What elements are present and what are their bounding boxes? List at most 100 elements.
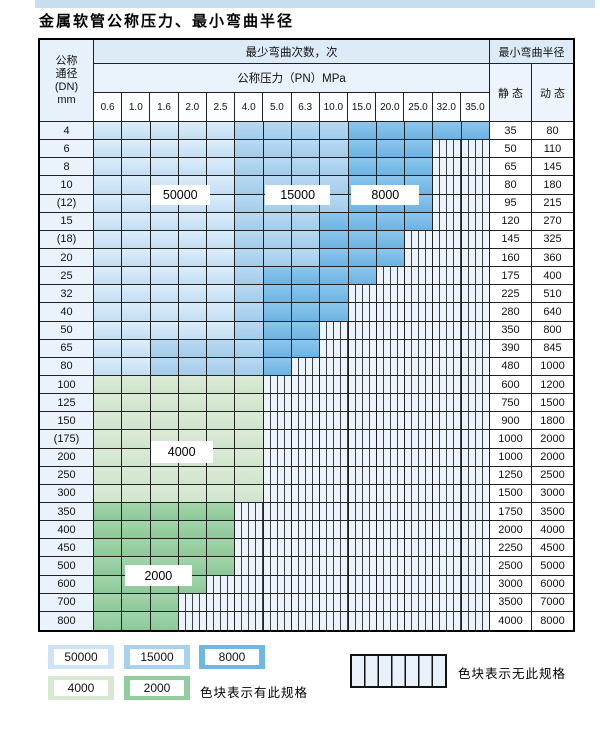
spec-cell bbox=[292, 248, 321, 268]
no-spec-cell bbox=[433, 557, 462, 576]
spec-cell bbox=[178, 339, 208, 358]
no-spec-cell bbox=[461, 375, 490, 395]
spec-cell bbox=[235, 140, 264, 159]
dynamic-radius-cell: 1800 bbox=[532, 412, 573, 431]
dn-column-header: 公称 通径 (DN) mm bbox=[40, 40, 94, 121]
no-spec-cell bbox=[348, 303, 377, 322]
dn-cell: 400 bbox=[40, 521, 94, 540]
dn-cell: 25 bbox=[40, 267, 94, 286]
spec-cell bbox=[122, 140, 151, 159]
dn-cell: (175) bbox=[40, 430, 94, 449]
dynamic-radius-cell: 2500 bbox=[532, 466, 573, 485]
spec-cell bbox=[122, 448, 151, 467]
spec-cell bbox=[235, 176, 264, 195]
spec-cell bbox=[150, 140, 179, 159]
no-spec-cell bbox=[433, 194, 462, 213]
static-radius-cell: 95 bbox=[490, 194, 532, 213]
spec-cell bbox=[94, 575, 123, 594]
no-spec-cell bbox=[348, 357, 377, 376]
spec-cell bbox=[207, 357, 236, 376]
spec-cell bbox=[207, 194, 236, 213]
no-spec-cell bbox=[433, 575, 462, 594]
spec-cell bbox=[292, 212, 321, 231]
dn-cell: (18) bbox=[40, 230, 94, 249]
dynamic-radius-cell: 215 bbox=[532, 194, 573, 213]
radius-header: 最小弯曲半径 bbox=[490, 40, 573, 64]
no-spec-cell bbox=[376, 521, 406, 540]
spec-cell bbox=[235, 321, 264, 340]
spec-cell bbox=[376, 212, 406, 231]
no-spec-cell bbox=[461, 267, 490, 286]
spec-cell bbox=[122, 357, 151, 376]
spec-cell bbox=[235, 375, 264, 395]
dn-header-line: (DN) bbox=[54, 80, 79, 93]
no-spec-cell bbox=[461, 575, 490, 594]
no-spec-note: 色块表示无此规格 bbox=[458, 667, 567, 681]
no-spec-cell bbox=[433, 212, 462, 231]
no-spec-cell bbox=[235, 557, 264, 576]
no-spec-cell bbox=[461, 521, 490, 540]
spec-cell bbox=[207, 303, 236, 322]
spec-cell bbox=[122, 194, 151, 213]
spec-cell bbox=[150, 158, 179, 177]
no-spec-cell bbox=[320, 557, 349, 576]
spec-cell bbox=[178, 375, 208, 395]
spec-cell bbox=[348, 158, 377, 177]
spec-cell bbox=[94, 230, 123, 249]
no-spec-cell bbox=[376, 575, 406, 594]
no-spec-cell bbox=[320, 521, 349, 540]
spec-cell bbox=[150, 593, 179, 612]
no-spec-cell bbox=[207, 575, 236, 594]
pressure-column-header: 4.0 bbox=[235, 93, 264, 121]
region-label: 2000 bbox=[125, 564, 192, 587]
spec-cell bbox=[292, 122, 321, 141]
no-spec-cell bbox=[348, 394, 377, 413]
no-spec-cell bbox=[433, 593, 462, 612]
static-radius-cell: 1750 bbox=[490, 502, 532, 522]
spec-cell bbox=[235, 248, 264, 268]
dynamic-radius-cell: 3500 bbox=[532, 502, 573, 522]
dn-cell: 450 bbox=[40, 539, 94, 558]
no-spec-cell bbox=[320, 448, 349, 467]
spec-cell bbox=[320, 285, 349, 304]
legend-swatch: 50000 bbox=[48, 645, 114, 669]
spec-cell bbox=[150, 285, 179, 304]
no-spec-cell bbox=[461, 448, 490, 467]
static-radius-cell: 2500 bbox=[490, 557, 532, 576]
no-spec-cell bbox=[348, 375, 377, 395]
no-spec-cell bbox=[405, 521, 434, 540]
no-spec-cell bbox=[461, 539, 490, 558]
spec-cell bbox=[178, 357, 208, 376]
pressure-column-header: 25.0 bbox=[404, 93, 433, 121]
no-spec-cell bbox=[263, 448, 292, 467]
dynamic-radius-cell: 110 bbox=[532, 140, 573, 159]
spec-cell bbox=[320, 248, 349, 268]
static-radius-cell: 2250 bbox=[490, 539, 532, 558]
spec-cell bbox=[207, 484, 236, 503]
no-spec-cell bbox=[292, 502, 321, 522]
cycles-header-block: 最少弯曲次数，次 公称压力（PN）MPa 0.6 1.0 1.6 2.0 2.5 4.0 5… bbox=[94, 40, 490, 121]
spec-cell bbox=[348, 140, 377, 159]
spec-cell bbox=[122, 484, 151, 503]
page-title: 金属软管公称压力、最小弯曲半径 bbox=[39, 12, 295, 30]
dn-cell: 65 bbox=[40, 339, 94, 358]
no-spec-cell bbox=[320, 375, 349, 395]
spec-cell bbox=[320, 230, 349, 249]
spec-cell bbox=[122, 339, 151, 358]
table-header: 公称 通径 (DN) mm 最少弯曲次数，次 公称压力（PN）MPa 0.6 1.… bbox=[40, 40, 573, 122]
spec-cell bbox=[207, 158, 236, 177]
spec-cell bbox=[94, 484, 123, 503]
static-radius-cell: 145 bbox=[490, 230, 532, 249]
legend-swatch: 4000 bbox=[48, 676, 114, 700]
dynamic-radius-cell: 2000 bbox=[532, 430, 573, 449]
no-spec-cell bbox=[405, 430, 434, 449]
static-radius-cell: 80 bbox=[490, 176, 532, 195]
spec-cell bbox=[94, 394, 123, 413]
no-spec-cell bbox=[376, 357, 406, 376]
spec-cell bbox=[94, 466, 123, 485]
static-dynamic-header: 静 态 动 态 bbox=[490, 64, 573, 121]
spec-cell bbox=[178, 267, 208, 286]
no-spec-cell bbox=[348, 484, 377, 503]
spec-cell bbox=[376, 140, 406, 159]
no-spec-cell bbox=[376, 593, 406, 612]
